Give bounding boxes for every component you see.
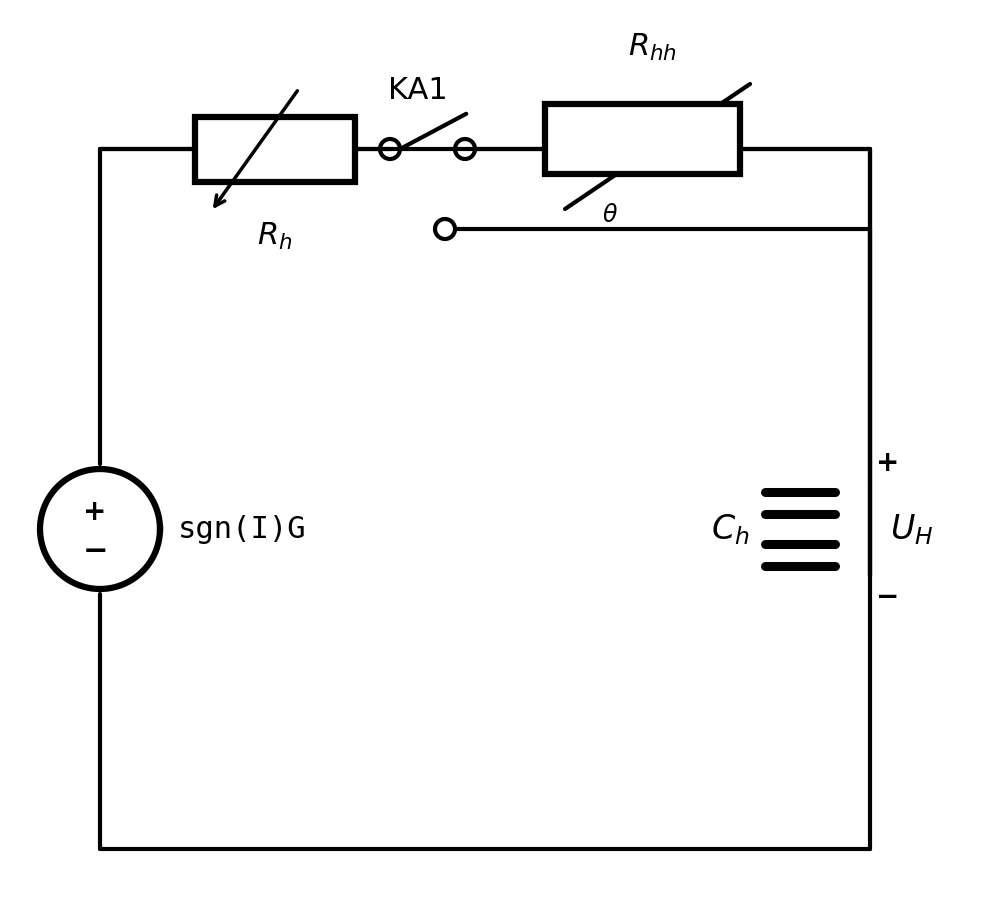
Bar: [195, 118, 355, 182]
Bar: [545, 105, 740, 175]
Text: $\theta$: $\theta$: [602, 203, 618, 227]
Text: $R_h$: $R_h$: [257, 220, 293, 251]
Text: sgn(I)G: sgn(I)G: [178, 515, 307, 544]
Text: +: +: [876, 448, 900, 476]
Text: $C_h$: $C_h$: [711, 512, 750, 547]
Text: $U_H$: $U_H$: [890, 512, 933, 547]
Text: KA1: KA1: [388, 76, 447, 105]
Text: −: −: [876, 582, 900, 610]
Text: −: −: [82, 537, 108, 566]
Text: +: +: [83, 497, 107, 526]
Text: $R_{hh}$: $R_{hh}$: [628, 32, 677, 63]
